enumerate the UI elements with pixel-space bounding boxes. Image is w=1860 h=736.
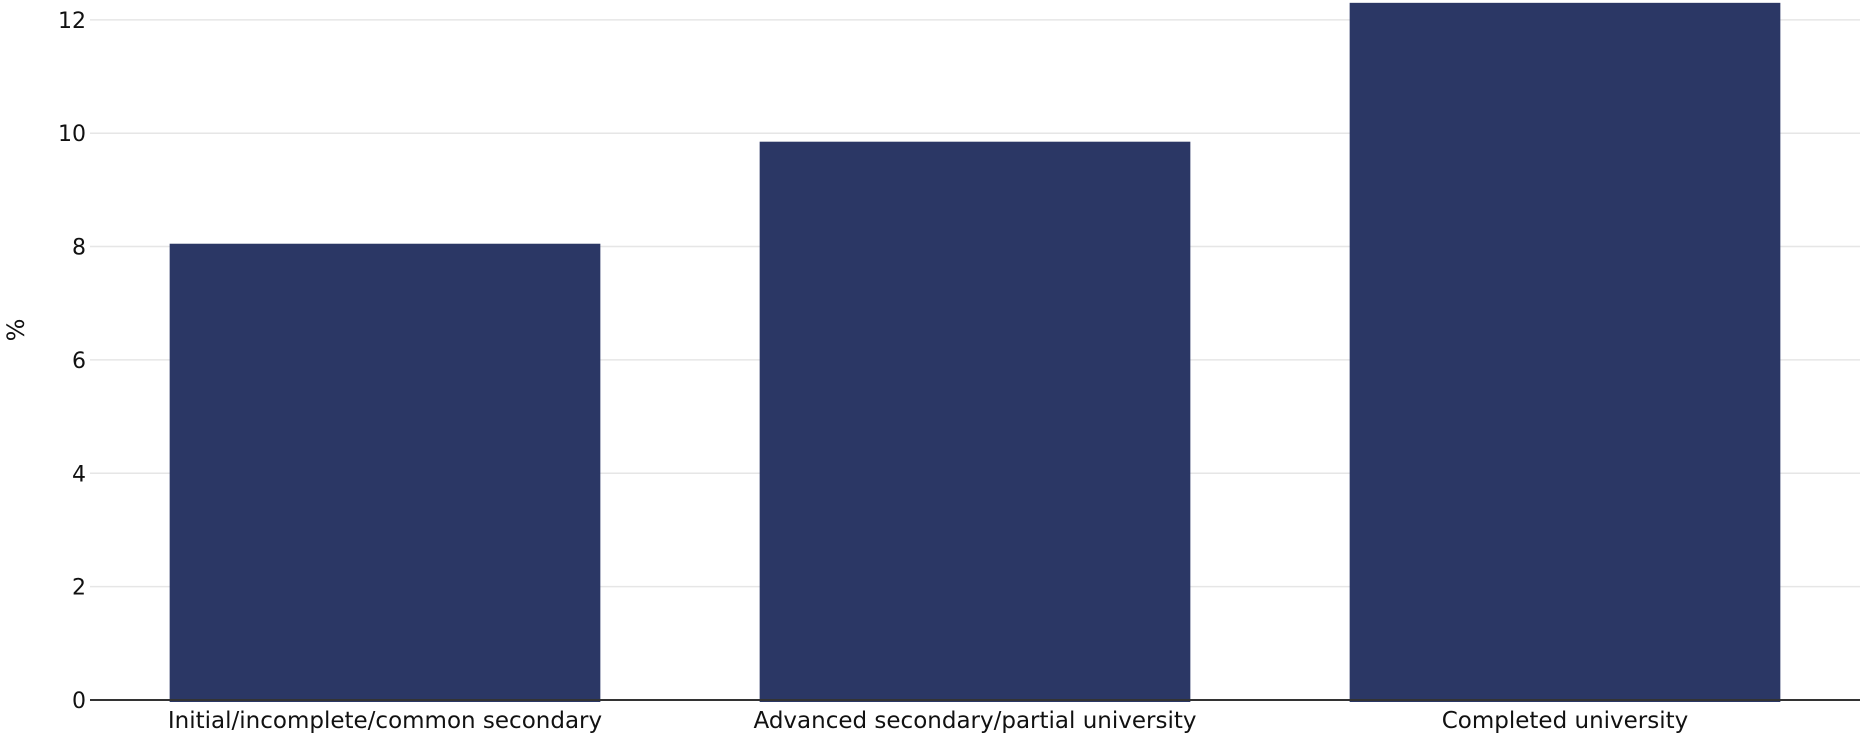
bar [1349, 2, 1781, 703]
bars [169, 2, 1781, 703]
y-axis-ticks: 0 2 4 6 8 10 12 [58, 9, 86, 714]
x-axis-categories: Initial/incomplete/common secondary Advan… [168, 708, 1688, 734]
y-tick-label: 8 [72, 236, 86, 261]
y-axis-title: % [2, 319, 30, 342]
y-tick-label: 4 [72, 462, 86, 487]
y-tick-label: 10 [58, 122, 86, 147]
x-category-label: Completed university [1442, 708, 1689, 734]
y-tick-label: 12 [58, 9, 86, 34]
x-category-label: Initial/incomplete/common secondary [168, 708, 602, 734]
y-tick-label: 2 [72, 576, 86, 601]
y-tick-label: 0 [72, 689, 86, 714]
bar [759, 141, 1191, 702]
y-tick-label: 6 [72, 349, 86, 374]
bar [169, 243, 601, 702]
x-category-label: Advanced secondary/partial university [754, 708, 1197, 734]
